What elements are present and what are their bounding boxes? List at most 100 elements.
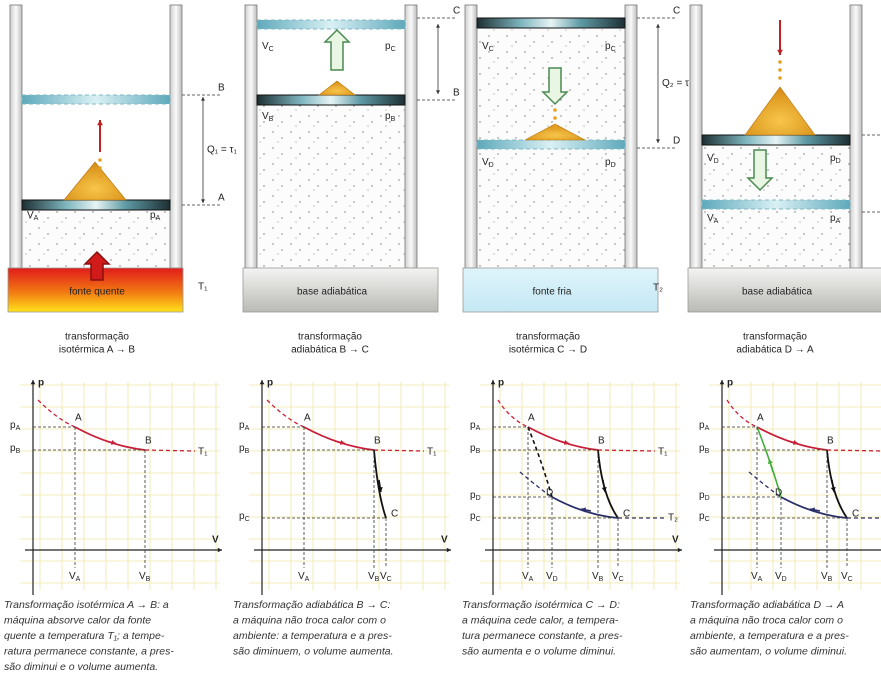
symbol: V [139, 571, 146, 582]
base [462, 267, 659, 313]
subscript: B [269, 116, 274, 123]
caption: transformação [298, 332, 362, 343]
pressure-label: pD [830, 153, 841, 165]
axis-label: p [38, 378, 44, 389]
arrow-head [792, 439, 798, 445]
arrow-head [446, 547, 451, 553]
description-line: Transformação adiabática B → C: [233, 599, 390, 611]
subscript: C [848, 576, 853, 583]
temperature-label: T₁ [198, 282, 208, 293]
arrow-head [490, 380, 496, 385]
p-tick-label: pA [470, 420, 481, 432]
volume-label: VA [27, 210, 39, 222]
arrow-head [97, 120, 103, 126]
arrow-head [377, 487, 383, 492]
point-label: C [852, 509, 859, 520]
level-label: A [218, 193, 225, 204]
caption: transformação [743, 332, 807, 343]
description-line: Transformação isotérmica A → B: a [4, 599, 169, 611]
symbol: p [150, 210, 156, 221]
subscript: B [476, 448, 481, 455]
arrow-head [830, 487, 836, 492]
isotherm-extension [266, 399, 305, 428]
left-wall [689, 4, 703, 269]
sand-pile [744, 86, 816, 136]
p-tick-label: pA [10, 420, 21, 432]
volume-label: VB [262, 111, 274, 123]
heat-label: Q₂ = τ₂ [662, 78, 693, 89]
point-label: A [75, 413, 82, 424]
point-label: A [757, 413, 764, 424]
subscript: C [387, 576, 392, 583]
piston [21, 199, 171, 211]
arrow-head [200, 97, 206, 101]
isotherm-extension [373, 449, 425, 452]
subscript: A [705, 425, 710, 432]
symbol: p [239, 511, 245, 522]
isotherm-hot [756, 426, 828, 451]
base-label: base adiabática [297, 287, 367, 298]
adiabat [826, 449, 848, 519]
sand-pile [63, 161, 127, 201]
symbol: V [707, 213, 714, 224]
description-line: a máquina cede calor, a tempera- [462, 614, 619, 626]
left-wall [464, 4, 478, 269]
symbol: V [546, 571, 553, 582]
ghost-piston [21, 94, 171, 105]
sand-grain [98, 174, 102, 178]
isotherm-extension [748, 471, 782, 498]
ghost-piston [476, 139, 626, 150]
v-tick-label: VD [546, 571, 558, 583]
piston [701, 134, 851, 146]
base [687, 267, 881, 313]
arrow-head [810, 507, 816, 513]
symbol: V [298, 571, 305, 582]
arrow-head [655, 24, 661, 28]
isotherm-extension [726, 399, 758, 428]
arrow-head [339, 439, 345, 445]
subscript: A [16, 425, 21, 432]
description-line: a máquina não troca calor com o [690, 614, 843, 626]
piston [256, 94, 406, 106]
description-line: ambiente, a temperatura e a pres- [690, 630, 849, 642]
symbol: p [239, 420, 245, 431]
symbol: V [821, 571, 828, 582]
volume-label: VC [482, 41, 494, 53]
symbol: V [707, 153, 714, 164]
v-tick-label: VA [522, 571, 534, 583]
subscript: C [269, 46, 274, 53]
pressure-label: pA [830, 213, 841, 225]
subscript: B [391, 116, 396, 123]
temperature-label: T₂ [653, 283, 663, 294]
subscript: C [476, 516, 481, 523]
v-tick-label: VB [368, 571, 380, 583]
description-line: são aumenta e o volume diminui. [462, 645, 616, 657]
symbol: V [841, 571, 848, 582]
p-tick-label: pB [239, 443, 250, 455]
subscript: B [599, 576, 604, 583]
symbol: p [10, 420, 16, 431]
p-tick-label: pA [699, 420, 710, 432]
v-tick-label: VA [298, 571, 310, 583]
description-line: ambiente: a temperatura e a pres- [233, 630, 392, 642]
p-tick-label: pA [239, 420, 250, 432]
subscript: B [375, 576, 380, 583]
gas [257, 105, 405, 268]
caption: transformação [65, 332, 129, 343]
symbol: p [699, 420, 705, 431]
subscript: C [391, 46, 396, 53]
block-arrow [746, 149, 774, 192]
isotherm-label: T₁ [198, 447, 208, 458]
v-tick-label: VB [821, 571, 833, 583]
symbol: p [385, 41, 391, 52]
p-tick-label: pD [470, 490, 481, 502]
level-label: C [453, 6, 460, 17]
isotherm-hot [527, 426, 599, 451]
v-tick-label: VC [612, 571, 624, 583]
point-label: A [304, 413, 311, 424]
point-label: D [775, 488, 782, 499]
level-label: B [218, 83, 225, 94]
isotherm-extension [37, 399, 76, 428]
